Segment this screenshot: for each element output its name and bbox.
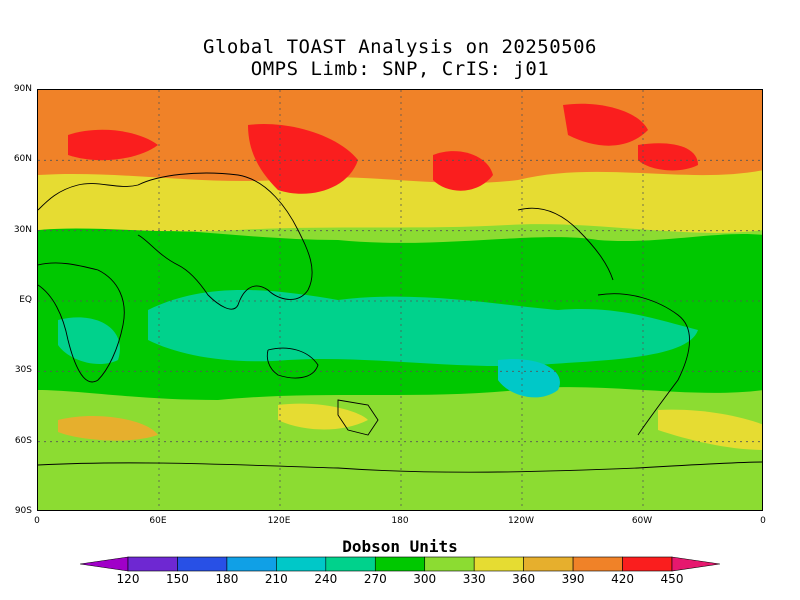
ozone-max-europe [68,129,158,161]
colorbar-tick-label: 210 [264,572,288,586]
colorbar-units: Dobson Units [342,537,458,556]
colorbar-tick-label: 300 [413,572,437,586]
ozone-south-high-3 [658,409,762,450]
colorbar-cap-low [80,556,129,572]
colorbar-swatch [572,556,623,572]
colorbar-swatch [226,556,277,572]
ozone-max-pacific [433,151,493,191]
lat-tick-label: 60S [14,436,32,446]
lon-tick-label: 60E [149,516,167,526]
ozone-south-high-2 [278,403,368,430]
ozone-max-siberia [248,124,358,194]
colorbar-tick-label: 360 [512,572,536,586]
colorbar-swatch [622,556,673,572]
lat-tick-label: EQ [19,295,32,305]
lat-tick-label: 60N [13,154,32,164]
colorbar [80,556,720,572]
ozone-pacific-min [498,359,560,398]
colorbar-tick-label: 270 [363,572,387,586]
colorbar-tick-label: 120 [116,572,140,586]
map-subtitle: OMPS Limb: SNP, CrIS: j01 [250,58,550,80]
colorbar-tick-label: 150 [166,572,189,586]
ozone-field-svg [38,90,762,510]
ozone-africa-low [58,317,120,365]
colorbar-swatch [177,556,228,572]
colorbar-swatch [127,556,178,572]
colorbar-swatch [473,556,524,572]
colorbar-tick-label: 240 [314,572,338,586]
colorbar-tick-label: 180 [215,572,239,586]
colorbar-tick-label: 330 [462,572,486,586]
lat-tick-label: 90N [13,84,32,94]
ozone-arctic-high [38,90,762,183]
coastlines [38,172,762,473]
lon-tick-label: 0 [34,516,40,526]
lat-tick-label: 30N [13,225,32,235]
ozone-max-canada [563,103,648,146]
colorbar-swatch [276,556,327,572]
ozone-south-high-1 [58,415,158,441]
ozone-max-atlantic [638,143,698,171]
lon-tick-label: 180 [391,516,409,526]
lon-tick-label: 60W [631,516,653,526]
ozone-map [37,89,763,511]
lon-tick-label: 0 [760,516,766,526]
ozone-tropical-low [148,290,698,367]
colorbar-tick-label: 450 [660,572,684,586]
colorbar-swatch [424,556,475,572]
map-title: Global TOAST Analysis on 20250506 [203,36,597,58]
lat-tick-label: 30S [14,365,32,375]
colorbar-tick-label: 390 [561,572,585,586]
lat-tick-label: 90S [14,506,32,516]
lon-tick-label: 120E [267,516,291,526]
colorbar-tick-label: 420 [611,572,634,586]
graticule [38,90,762,510]
colorbar-cap-high [671,556,720,572]
colorbar-swatch [523,556,574,572]
colorbar-swatch [374,556,426,572]
colorbar-swatch [325,556,376,572]
lon-tick-label: 120W [507,516,535,526]
